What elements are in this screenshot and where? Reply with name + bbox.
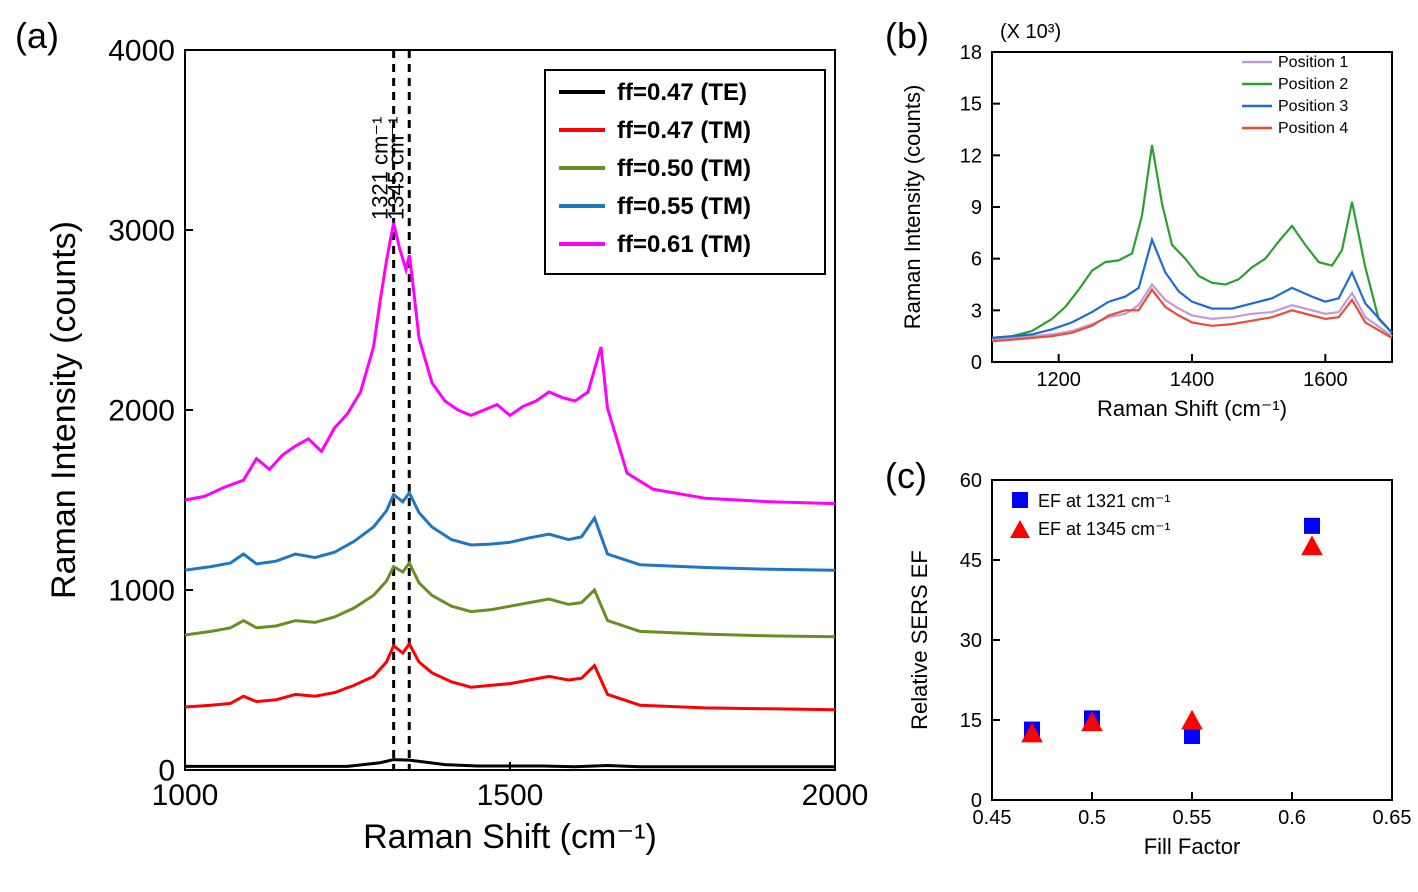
ytick-label: 15	[960, 94, 982, 116]
y-axis-label: Raman Intensity (counts)	[45, 221, 83, 599]
series-ff=0.55 (TM)	[185, 493, 835, 570]
legend-label: Position 3	[1278, 98, 1348, 115]
panel-a-tag: (a)	[15, 15, 59, 56]
panel-c: (c) 0.450.50.550.60.65015304560Fill Fact…	[880, 450, 1418, 882]
legend-label: EF at 1345 cm⁻¹	[1038, 519, 1171, 539]
y-axis-label: Relative SERS EF	[907, 550, 932, 730]
legend-label: Position 1	[1278, 54, 1348, 71]
marker-triangle	[1301, 535, 1323, 555]
ytick-label: 3	[971, 300, 982, 322]
panel-b-plot: 1200 1400 1600 0 3 6 9 12 15 18 Raman Shift (cm⁻¹)…	[900, 21, 1392, 421]
legend-label: ff=0.47 (TE)	[617, 79, 747, 106]
legend-label: EF at 1321 cm⁻¹	[1038, 491, 1171, 511]
x-axis-label: Raman Shift (cm⁻¹)	[1097, 396, 1287, 421]
series-ff=0.47 (TM)	[185, 644, 835, 710]
xtick-label: 0.6	[1278, 807, 1306, 829]
legend-label: ff=0.61 (TM)	[617, 231, 751, 258]
ytick-label: 12	[960, 145, 982, 167]
legend-label: ff=0.47 (TM)	[617, 117, 751, 144]
ytick-label: 15	[960, 710, 982, 732]
marker-square	[1184, 728, 1200, 744]
marker-square	[1304, 518, 1320, 534]
series-Position 2	[992, 145, 1392, 338]
y-axis-label: Raman Intensity (counts)	[900, 85, 925, 330]
legend-label: ff=0.50 (TM)	[617, 155, 751, 182]
panel-b-tag: (b)	[885, 15, 929, 56]
legend-marker-triangle	[1010, 520, 1030, 538]
panel-b: (b) 1200 1400 1600 0 3 6 9 12 15 18 Raman Shift (c…	[880, 10, 1418, 450]
series-ff=0.50 (TM)	[185, 563, 835, 637]
xtick-label: 0.5	[1078, 807, 1106, 829]
ytick-label: 9	[971, 197, 982, 219]
panel-c-plot: 0.450.50.550.60.65015304560Fill FactorRe…	[907, 470, 1411, 859]
ytick-label: 2000	[108, 395, 175, 428]
ytick-label: 6	[971, 249, 982, 271]
legend-label: ff=0.55 (TM)	[617, 193, 751, 220]
legend-label: Position 2	[1278, 76, 1348, 93]
ytick-label: 60	[960, 470, 982, 492]
xtick-label: 1400	[1170, 369, 1215, 391]
vertical-guide-label: 1345 cm⁻¹	[383, 117, 408, 220]
y-multiplier: (X 10³)	[1000, 21, 1061, 43]
x-axis-label: Raman Shift (cm⁻¹)	[363, 818, 657, 856]
panel-a-plot: 10001500200001000200030004000Raman Shift…	[45, 35, 868, 857]
ytick-label: 0	[971, 790, 982, 812]
xtick-label: 1500	[477, 779, 544, 812]
ytick-label: 1000	[108, 575, 175, 608]
panel-c-tag: (c)	[885, 455, 927, 496]
figure: (a) 10001500200001000200030004000Raman S…	[10, 10, 1418, 882]
marker-triangle	[1181, 710, 1203, 730]
legend-label: Position 4	[1278, 120, 1348, 137]
ytick-label: 45	[960, 550, 982, 572]
ytick-label: 0	[158, 755, 175, 788]
xtick-label: 1600	[1303, 369, 1348, 391]
x-axis-label: Fill Factor	[1144, 834, 1241, 859]
xtick-label: 2000	[802, 779, 869, 812]
xtick-label: 0.65	[1373, 807, 1412, 829]
series-Position 1	[992, 285, 1392, 340]
ytick-label: 0	[971, 352, 982, 374]
series-ff=0.61 (TM)	[185, 223, 835, 504]
ytick-label: 3000	[108, 215, 175, 248]
xtick-label: 0.55	[1173, 807, 1212, 829]
ytick-label: 18	[960, 42, 982, 64]
xtick-label: 1200	[1036, 369, 1081, 391]
ytick-label: 4000	[108, 35, 175, 68]
legend-marker-square	[1012, 492, 1028, 508]
ytick-label: 30	[960, 630, 982, 652]
panel-a: (a) 10001500200001000200030004000Raman S…	[10, 10, 880, 882]
